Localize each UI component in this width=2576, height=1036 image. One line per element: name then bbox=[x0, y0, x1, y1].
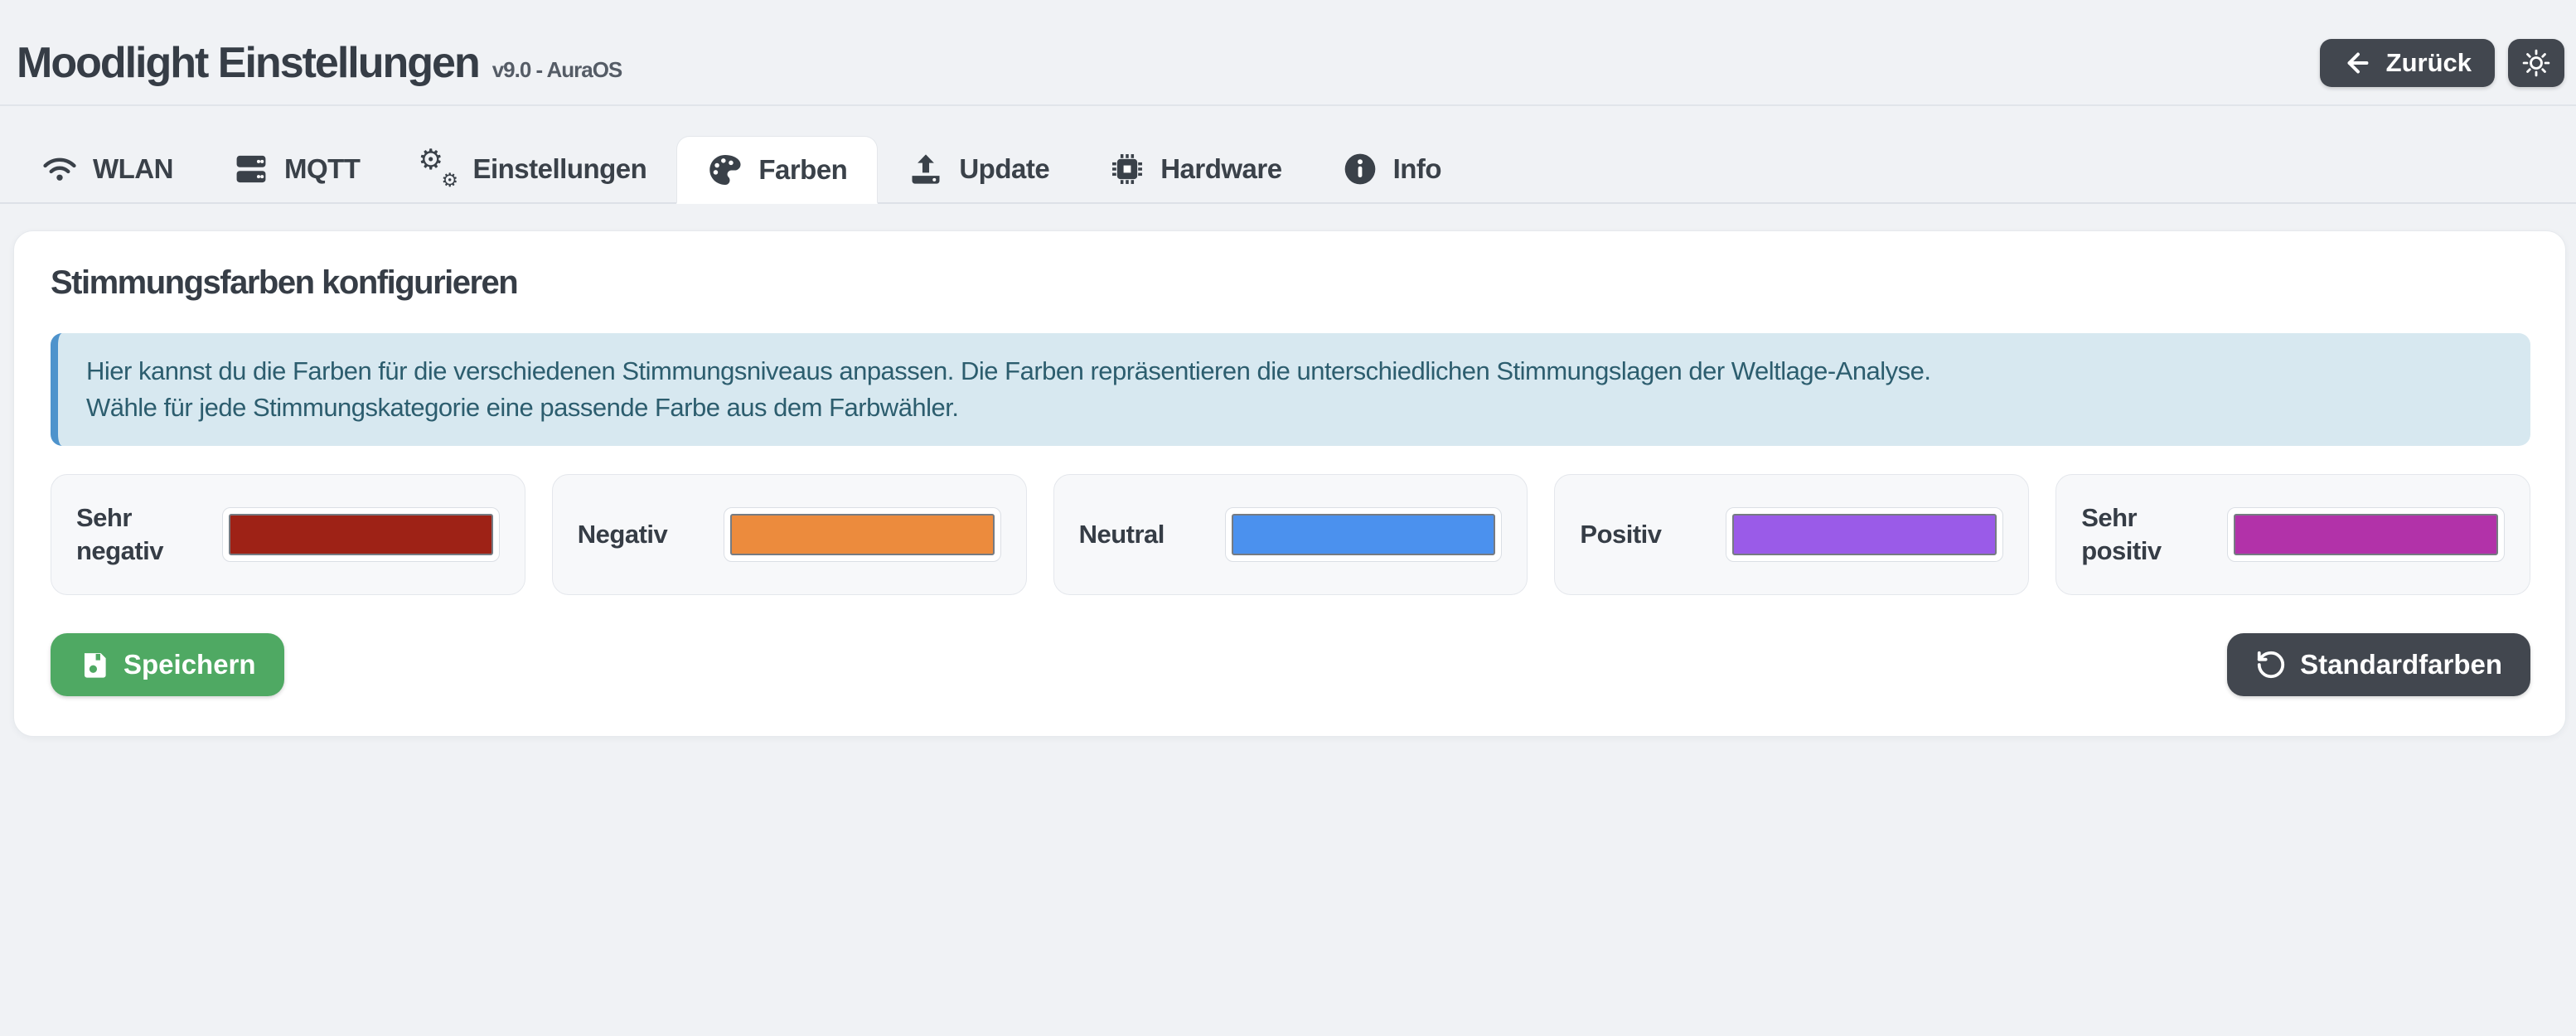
tab-mqtt[interactable]: MQTT bbox=[203, 136, 390, 202]
save-icon bbox=[79, 649, 110, 680]
defaults-button[interactable]: Standardfarben bbox=[2227, 633, 2530, 697]
rotate-ccw-icon bbox=[2255, 649, 2287, 680]
color-label: Positiv bbox=[1580, 520, 1662, 549]
color-label: Negativ bbox=[577, 520, 668, 549]
upload-icon bbox=[908, 151, 944, 187]
color-swatch bbox=[729, 514, 995, 556]
tab-bar: WLAN MQTT ⚙ ⚙ Einstellungen bbox=[0, 136, 2576, 204]
tab-label: Hardware bbox=[1160, 153, 1282, 184]
color-label: Sehr positiv bbox=[2081, 503, 2162, 566]
color-input-negativ[interactable] bbox=[723, 507, 1001, 563]
tab-label: Update bbox=[959, 153, 1050, 184]
header-actions: Zurück bbox=[2319, 39, 2564, 87]
color-card-negativ: Negativ bbox=[551, 474, 1027, 596]
info-line-2: Wähle für jede Stimmungskategorie eine p… bbox=[86, 393, 959, 423]
tab-hardware[interactable]: Hardware bbox=[1079, 136, 1311, 202]
tab-label: WLAN bbox=[93, 153, 173, 184]
color-swatch bbox=[2234, 514, 2498, 556]
color-input-sehr-negativ[interactable] bbox=[222, 507, 500, 563]
arrow-left-icon bbox=[2343, 48, 2373, 78]
color-input-sehr-positiv[interactable] bbox=[2227, 507, 2505, 563]
tab-einstellungen[interactable]: ⚙ ⚙ Einstellungen bbox=[390, 136, 676, 202]
info-icon bbox=[1342, 151, 1378, 187]
header-divider bbox=[0, 104, 2576, 106]
color-card-sehr-negativ: Sehr negativ bbox=[51, 474, 525, 596]
button-row: Speichern Standardfarben bbox=[51, 633, 2530, 697]
sun-icon bbox=[2520, 47, 2552, 79]
defaults-button-label: Standardfarben bbox=[2300, 649, 2502, 680]
save-button[interactable]: Speichern bbox=[51, 633, 284, 697]
color-input-neutral[interactable] bbox=[1224, 507, 1503, 563]
info-box: Hier kannst du die Farben für die versch… bbox=[51, 333, 2530, 447]
color-swatch bbox=[1732, 514, 1997, 556]
info-line-1: Hier kannst du die Farben für die versch… bbox=[86, 356, 1931, 385]
farben-panel: Stimmungsfarben konfigurieren Hier kanns… bbox=[13, 230, 2566, 738]
color-label: Neutral bbox=[1078, 520, 1165, 549]
tab-farben[interactable]: Farben bbox=[676, 136, 879, 204]
server-icon bbox=[233, 151, 269, 187]
title-wrap: Moodlight Einstellungen v9.0 - AuraOS bbox=[17, 38, 622, 88]
wifi-icon bbox=[41, 151, 78, 187]
palette-icon bbox=[707, 152, 743, 188]
tab-label: MQTT bbox=[283, 153, 361, 184]
header: Moodlight Einstellungen v9.0 - AuraOS Zu… bbox=[0, 0, 2576, 104]
tab-info[interactable]: Info bbox=[1312, 136, 1471, 202]
theme-toggle-button[interactable] bbox=[2508, 39, 2564, 87]
tab-label: Info bbox=[1392, 153, 1442, 184]
color-row: Sehr negativ Negativ Neutral Positiv bbox=[51, 474, 2530, 596]
color-swatch bbox=[1231, 514, 1496, 556]
save-button-label: Speichern bbox=[123, 649, 256, 680]
chip-icon bbox=[1109, 151, 1145, 187]
page-title: Moodlight Einstellungen bbox=[17, 39, 481, 87]
tab-wlan[interactable]: WLAN bbox=[12, 136, 203, 202]
gears-icon: ⚙ ⚙ bbox=[418, 143, 458, 191]
back-button-label: Zurück bbox=[2385, 48, 2472, 77]
back-button[interactable]: Zurück bbox=[2319, 39, 2495, 87]
color-card-positiv: Positiv bbox=[1554, 474, 2030, 596]
version-label: v9.0 - AuraOS bbox=[491, 57, 623, 82]
tab-update[interactable]: Update bbox=[878, 136, 1079, 202]
color-swatch bbox=[229, 514, 493, 556]
tab-label: Farben bbox=[758, 153, 848, 185]
panel-title: Stimmungsfarben konfigurieren bbox=[51, 264, 519, 301]
color-input-positiv[interactable] bbox=[1726, 507, 2004, 563]
color-card-neutral: Neutral bbox=[1053, 474, 1528, 596]
tab-label: Einstellungen bbox=[472, 153, 647, 184]
color-card-sehr-positiv: Sehr positiv bbox=[2055, 474, 2530, 596]
color-label: Sehr negativ bbox=[76, 503, 164, 566]
